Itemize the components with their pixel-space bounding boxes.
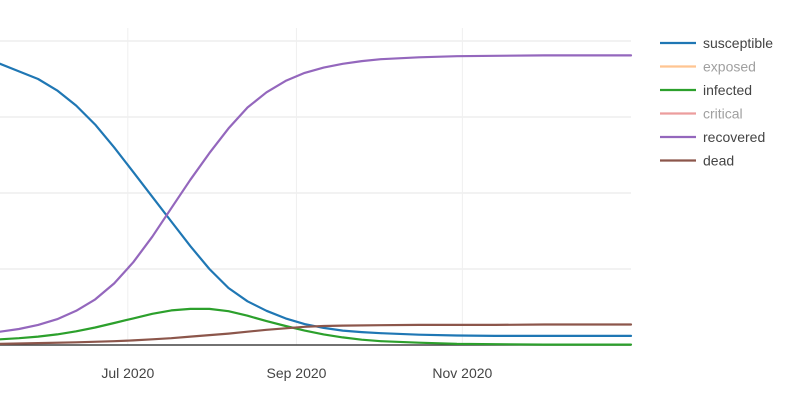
- legend-label: infected: [703, 82, 752, 98]
- x-tick-label: Nov 2020: [432, 365, 492, 381]
- x-axis-ticks: Jul 2020 Sep 2020 Nov 2020: [101, 365, 492, 381]
- legend-label: critical: [703, 106, 743, 122]
- series-lines: [0, 54, 633, 346]
- legend-label: recovered: [703, 129, 765, 145]
- series-line-recovered: [0, 54, 633, 333]
- legend-item-infected[interactable]: infected: [660, 82, 752, 98]
- x-tick-label: Jul 2020: [101, 365, 154, 381]
- legend-item-dead[interactable]: dead: [660, 153, 734, 169]
- legend-item-susceptible[interactable]: susceptible: [660, 35, 773, 51]
- legend-item-exposed[interactable]: exposed: [660, 59, 756, 75]
- x-tick-label: Sep 2020: [266, 365, 326, 381]
- legend-item-recovered[interactable]: recovered: [660, 129, 765, 145]
- legend[interactable]: susceptible exposed infected critical recove…: [660, 35, 773, 169]
- legend-label: dead: [703, 153, 734, 169]
- legend-label: susceptible: [703, 35, 773, 51]
- legend-label: exposed: [703, 59, 756, 75]
- legend-item-critical[interactable]: critical: [660, 106, 743, 122]
- series-line-dead: [0, 323, 633, 345]
- grid-lines: [0, 28, 631, 346]
- series-line-infected: [0, 307, 633, 346]
- series-line-susceptible: [0, 62, 633, 337]
